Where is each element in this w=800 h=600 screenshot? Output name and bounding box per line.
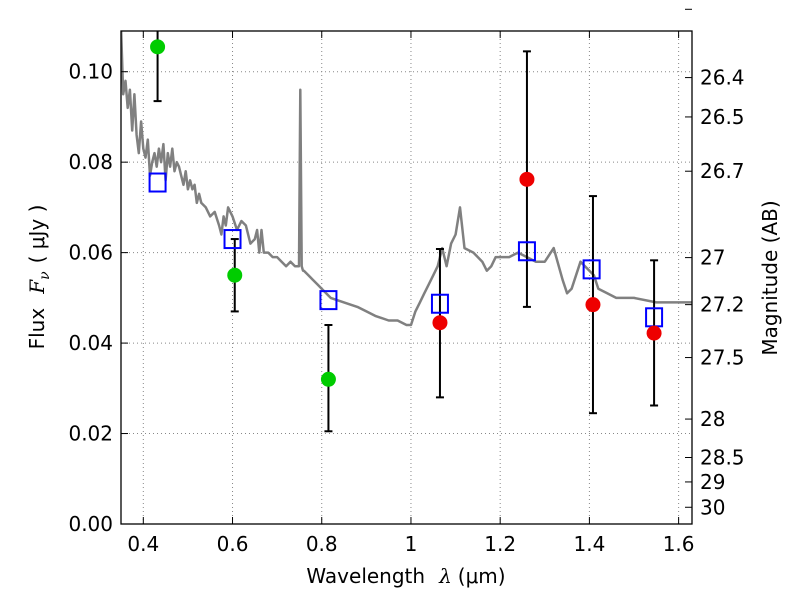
model-square-marker — [430, 293, 449, 314]
x-axis-title-symbol: λ — [438, 564, 452, 588]
model-square-marker — [148, 172, 167, 193]
red-data-point — [432, 315, 448, 331]
x-tick-label: 0.4 — [127, 532, 159, 556]
grid-lines — [121, 31, 692, 525]
y-axis-title: Flux Fν ( μJy ) — [25, 205, 53, 350]
y2-tick-label: 30 — [700, 495, 725, 519]
y2-axis-title: Magnitude (AB) — [758, 200, 782, 355]
x-tick-label: 1 — [405, 532, 418, 556]
x-tick-label: 1.6 — [663, 532, 695, 556]
x-tick-label: 0.6 — [217, 532, 249, 556]
x-tick-label: 0.8 — [306, 532, 338, 556]
model-square-marker — [582, 259, 601, 280]
red-data-point — [519, 171, 535, 187]
x-tick-label: 1.2 — [484, 532, 516, 556]
x-tick-label: 1.4 — [573, 532, 605, 556]
green-data-point — [320, 371, 336, 387]
red-data-point — [585, 297, 601, 313]
model-square-marker — [517, 241, 536, 262]
y-axis-title-subscript: ν — [37, 271, 53, 280]
model-square-marker — [319, 290, 338, 311]
y2-tick-label: 29 — [700, 470, 725, 494]
green-data-point — [227, 267, 243, 283]
green-data-point — [150, 39, 166, 55]
y2-tick-label: 27.5 — [700, 346, 745, 370]
y-tick-label: 0.04 — [68, 331, 113, 355]
y-axis-title-prefix: Flux — [25, 308, 49, 350]
y2-tick-label: 26.4 — [700, 66, 745, 90]
plot-content — [121, 31, 692, 433]
y-tick-label: 0.10 — [68, 60, 113, 84]
plot-frame — [120, 30, 693, 525]
y-tick-label: 0.08 — [68, 150, 113, 174]
y-tick-label: 0.06 — [68, 241, 113, 265]
y2-tick-label: 27.2 — [700, 293, 745, 317]
spectrum-line — [121, 31, 692, 327]
y2-tick-label: 27 — [700, 246, 725, 270]
plot-area — [121, 31, 692, 433]
y-axis-title-symbol: F — [25, 279, 49, 295]
axis-ticks: 0.4 0.6 0.8 1 1.2 1.4 1.6 0.00 0.02 0.04 0.06 0.08 0… — [68, 8, 745, 556]
x-axis-title-unit: (μm) — [458, 564, 506, 588]
red-data-point — [646, 325, 662, 341]
y2-tick-label: 28 — [700, 407, 725, 431]
y2-tick-label: 26.5 — [700, 105, 745, 129]
y2-tick-label: 26.7 — [700, 159, 745, 183]
y-tick-label: 0.00 — [68, 512, 113, 536]
y-tick-label: 0.02 — [68, 422, 113, 446]
model-square-marker — [223, 229, 242, 250]
x-axis-title: Wavelength λ (μm) — [306, 564, 505, 588]
y2-tick-label: 28.5 — [700, 446, 745, 470]
x-axis-title-prefix: Wavelength — [306, 564, 425, 588]
y-axis-title-unit: ( μJy ) — [25, 205, 49, 264]
